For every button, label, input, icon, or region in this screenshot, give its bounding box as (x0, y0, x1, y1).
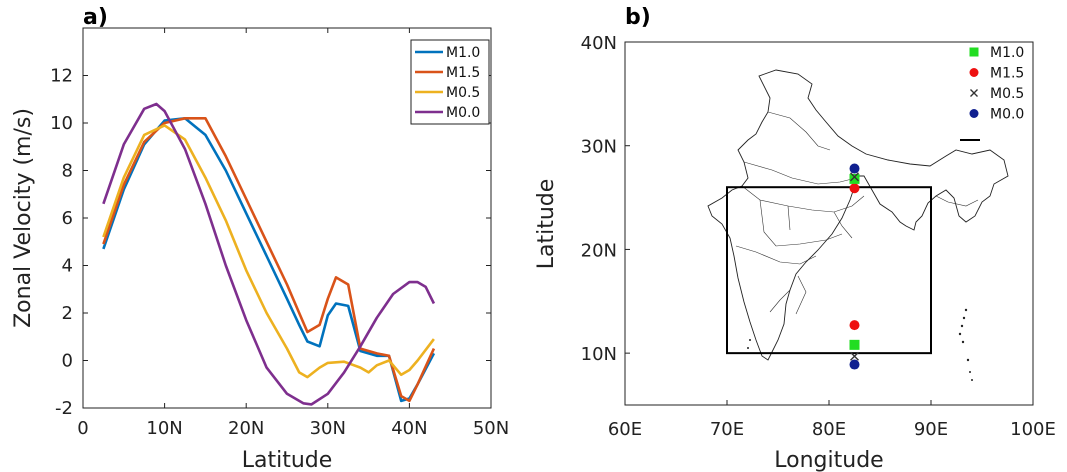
region-box (726, 186, 932, 355)
panel-a-legend-box (410, 39, 490, 125)
panel-b-y-axis-label: Latitude (534, 179, 559, 270)
panel-a-y-axis-label: Zonal Velocity (m/s) (11, 108, 36, 328)
panel-a-x-tick-label: 40N (391, 418, 427, 439)
panel-b-legend-marker (969, 47, 979, 57)
panel-b-x-tick-label: 100E (1010, 419, 1056, 440)
panel-b-legend: M1.0 M1.5 M0.5 M0.0 (969, 45, 1024, 123)
series-line-m0-5 (102, 124, 435, 379)
point-m1-5 (849, 183, 860, 194)
india-map-outline (707, 69, 1009, 361)
series-line-m0-0 (102, 102, 436, 406)
panel-b-label: b) (625, 5, 651, 30)
panel-a-y-tick-label: 12 (50, 66, 73, 87)
panel-b-axes-box (624, 41, 1034, 406)
series-line-m1-5 (102, 117, 436, 403)
panel-b-y-tick-label: 20N (581, 240, 617, 261)
panel-a-label: a) (83, 5, 108, 30)
panel-b-map: b) 60E 70E 80E 90E 100E 10N 20N 30N 40N Longitud… (534, 5, 1056, 472)
panel-a-y-tick-label: 10 (50, 113, 73, 134)
panel-a-legend-label: M1.0 (446, 45, 480, 61)
panel-a-x-axis-label: Latitude (242, 448, 333, 472)
panel-b-legend-marker (969, 68, 979, 77)
panel-b-legend-label: M1.5 (990, 66, 1024, 82)
point-m0-0 (849, 359, 860, 370)
panel-b-legend-marker (969, 109, 979, 118)
point-m0-0 (849, 163, 860, 174)
panel-a-y-tick-label: 2 (62, 303, 73, 324)
panel-a-y-tick-label: 4 (62, 256, 73, 277)
point-m1-0 (849, 173, 860, 184)
panel-a-x-tick-label: 20N (228, 418, 264, 439)
panel-b-legend-marker (970, 89, 978, 97)
panel-a-legend-label: M0.0 (446, 105, 480, 121)
panel-b-legend-label: M1.0 (990, 45, 1024, 61)
panel-a-legend-label: M0.5 (446, 85, 480, 101)
panel-a-x-tick-label: 0 (77, 418, 88, 439)
panel-a-x-tick-label: 10N (146, 418, 182, 439)
point-m0-5 (850, 172, 859, 182)
panel-b-legend-label: M0.0 (990, 107, 1024, 123)
series-line-m1-0 (102, 117, 436, 403)
panel-b-x-tick-label: 80E (812, 419, 846, 440)
andaman-islands (958, 308, 973, 381)
panel-a-y-tick-label: 0 (62, 351, 73, 372)
panel-b-y-tick-label: 30N (581, 137, 617, 158)
panel-a-legend-label: M1.5 (446, 65, 480, 81)
india-state-boundaries (735, 111, 979, 315)
panel-b-y-tick-label: 40N (581, 33, 617, 54)
panel-b-x-tick-label: 90E (914, 419, 948, 440)
panel-b-y-tick-label: 10N (581, 344, 617, 365)
panel-a-axes-box (82, 27, 492, 409)
lakshadweep-islands (747, 339, 751, 349)
panel-b-x-axis-label: Longitude (774, 448, 883, 472)
panel-b-legend-label: M0.5 (990, 86, 1024, 102)
point-m1-5 (849, 320, 860, 331)
point-m0-5 (850, 351, 859, 361)
panel-a-legend: M1.0 M1.5 M0.5 M0.0 (410, 39, 490, 125)
panel-a-y-tick-label: 6 (62, 208, 73, 229)
panel-b-x-tick-label: 60E (608, 419, 642, 440)
panel-a-y-tick-label: -2 (55, 398, 73, 419)
panel-b-x-tick-label: 70E (710, 419, 744, 440)
panel-a-x-tick-label: 50N (473, 418, 509, 439)
point-m1-0 (849, 339, 860, 350)
panel-a-y-tick-label: 8 (62, 161, 73, 182)
panel-a-x-tick-label: 30N (310, 418, 346, 439)
